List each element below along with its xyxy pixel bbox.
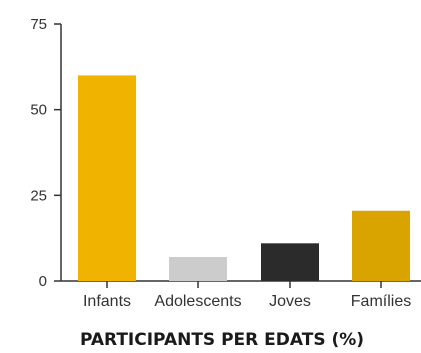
- bar-joves: [261, 243, 319, 281]
- y-tick-label: 50: [30, 102, 47, 119]
- x-axis: [61, 280, 421, 288]
- y-axis: 0 25 50 75: [30, 16, 62, 290]
- category-labels: Infants Adolescents Joves Famílies: [83, 293, 411, 310]
- bar-famílies: [352, 210, 410, 281]
- category-label: Infants: [83, 293, 131, 310]
- category-label: Adolescents: [154, 293, 241, 310]
- category-label: Joves: [269, 293, 311, 310]
- y-tick-label: 0: [39, 273, 47, 290]
- y-tick-label: 75: [30, 16, 47, 33]
- bars: [78, 75, 410, 282]
- y-tick-label: 25: [30, 187, 47, 204]
- category-label: Famílies: [351, 293, 411, 310]
- bar-infants: [78, 75, 136, 282]
- chart-title: PARTICIPANTS PER EDATS (%): [80, 330, 364, 350]
- bar-adolescents: [169, 257, 227, 281]
